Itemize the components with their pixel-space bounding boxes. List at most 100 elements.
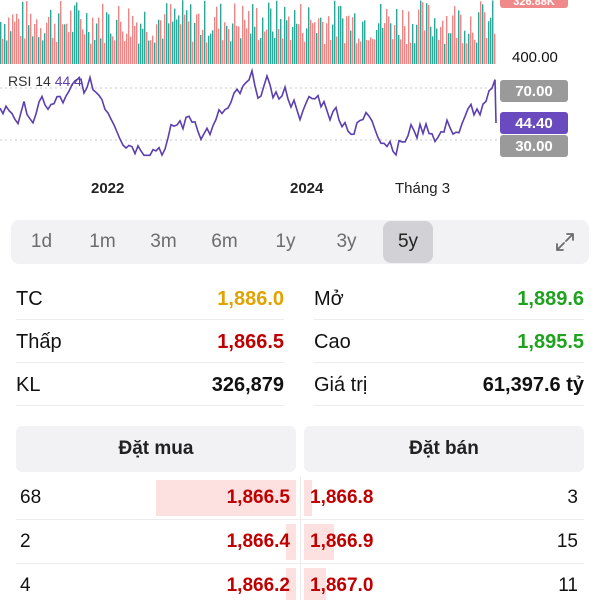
volume-bar bbox=[474, 39, 476, 64]
volume-bar bbox=[448, 33, 450, 64]
volume-bar bbox=[316, 33, 318, 64]
volume-bar bbox=[392, 39, 394, 64]
volume-bar bbox=[186, 10, 188, 64]
volume-bar bbox=[364, 20, 366, 64]
volume-bar bbox=[416, 24, 418, 64]
volume-bar bbox=[192, 41, 194, 64]
volume-bar bbox=[88, 31, 90, 64]
order-row[interactable]: 4 1,866.2 1,867.0 11 bbox=[0, 564, 600, 600]
volume-bars bbox=[0, 0, 496, 65]
volume-bar bbox=[248, 11, 250, 65]
volume-bar bbox=[408, 11, 410, 64]
volume-bar bbox=[296, 23, 298, 64]
volume-bar bbox=[252, 4, 254, 64]
x-label-2022: 2022 bbox=[91, 180, 125, 197]
volume-bar bbox=[440, 26, 442, 64]
volume-bar bbox=[312, 23, 314, 64]
stat-tc: TC 1,886.0 bbox=[16, 280, 284, 320]
volume-bar bbox=[28, 25, 30, 64]
volume-bar bbox=[246, 28, 248, 64]
volume-bar bbox=[344, 43, 346, 64]
bid-depth-bar bbox=[286, 524, 296, 560]
volume-bar bbox=[126, 33, 128, 64]
range-1d[interactable]: 1d bbox=[30, 231, 53, 252]
volume-bar bbox=[264, 31, 266, 65]
volume-bar bbox=[294, 10, 296, 64]
ask-quantity: 15 bbox=[556, 531, 578, 552]
volume-bar bbox=[226, 25, 228, 64]
volume-bar bbox=[304, 41, 306, 64]
volume-bar bbox=[198, 13, 200, 64]
stat-kl-label: KL bbox=[16, 374, 41, 396]
volume-bar bbox=[278, 28, 280, 64]
volume-bar bbox=[258, 40, 260, 64]
sell-orders-header: Đặt bán bbox=[304, 426, 584, 472]
volume-bar bbox=[374, 39, 376, 64]
range-3y[interactable]: 3y bbox=[336, 231, 357, 252]
volume-bar bbox=[220, 3, 222, 64]
volume-bar bbox=[92, 17, 94, 64]
volume-bar bbox=[442, 20, 444, 64]
volume-bar bbox=[452, 15, 454, 64]
stat-value-value: 61,397.6 tỷ bbox=[482, 374, 584, 396]
volume-bar bbox=[464, 30, 466, 64]
volume-bar bbox=[36, 19, 38, 65]
volume-bar bbox=[338, 6, 340, 64]
volume-bar bbox=[262, 17, 264, 65]
rsi-label: RSI 14 44.4 bbox=[8, 73, 82, 89]
volume-bar bbox=[470, 16, 472, 64]
volume-bar bbox=[332, 24, 334, 64]
bid-depth-bar bbox=[286, 568, 296, 600]
volume-bar bbox=[112, 36, 114, 64]
volume-bar bbox=[132, 15, 134, 64]
volume-bar bbox=[482, 4, 484, 64]
range-3m[interactable]: 3m bbox=[150, 231, 177, 252]
volume-bar bbox=[150, 40, 152, 64]
volume-bar bbox=[238, 26, 240, 65]
expand-arrows-icon[interactable] bbox=[553, 230, 577, 254]
volume-bar bbox=[228, 29, 230, 64]
volume-bar bbox=[148, 40, 150, 64]
volume-bar bbox=[476, 42, 478, 64]
volume-bar bbox=[324, 43, 326, 64]
volume-bar bbox=[86, 13, 88, 65]
volume-bar bbox=[434, 18, 436, 65]
volume-bar bbox=[444, 43, 446, 64]
volume-bar bbox=[52, 37, 54, 64]
volume-bar bbox=[76, 2, 78, 64]
volume-bar bbox=[490, 17, 492, 64]
volume-bar bbox=[210, 33, 212, 64]
volume-bar bbox=[206, 42, 208, 64]
volume-bar bbox=[184, 14, 186, 65]
volume-bar bbox=[120, 21, 122, 64]
volume-bar bbox=[168, 23, 170, 65]
order-row[interactable]: 2 1,866.4 1,866.9 15 bbox=[0, 520, 600, 564]
stat-high-label: Cao bbox=[314, 331, 351, 353]
volume-bar bbox=[136, 22, 138, 64]
price-chart[interactable]: RSI 14 44.4 326.88K 400.00 70.00 44.40 3… bbox=[0, 0, 600, 210]
volume-bar bbox=[386, 8, 388, 64]
stat-low-label: Thấp bbox=[16, 331, 62, 353]
range-1y[interactable]: 1y bbox=[275, 231, 296, 252]
volume-bar bbox=[432, 36, 434, 64]
volume-bar bbox=[388, 16, 390, 64]
stat-open-label: Mở bbox=[314, 288, 344, 310]
volume-bar bbox=[418, 9, 420, 65]
bid-depth-bar bbox=[156, 480, 296, 516]
volume-bar bbox=[96, 23, 98, 64]
volume-bar bbox=[412, 24, 414, 64]
volume-bar bbox=[146, 31, 148, 64]
range-1m[interactable]: 1m bbox=[89, 231, 116, 252]
volume-bar bbox=[336, 36, 338, 64]
volume-bar bbox=[124, 41, 126, 64]
volume-bar bbox=[174, 8, 176, 64]
rsi-70-tag: 70.00 bbox=[500, 80, 568, 102]
rsi-value: 44.4 bbox=[54, 73, 82, 89]
range-6m[interactable]: 6m bbox=[211, 231, 238, 252]
range-5y[interactable]: 5y bbox=[383, 221, 433, 263]
volume-bar bbox=[314, 22, 316, 65]
volume-bar bbox=[32, 36, 34, 64]
stat-high: Cao 1,895.5 bbox=[314, 323, 584, 363]
bid-price: 1,866.5 bbox=[226, 487, 290, 508]
ask-price: 1,866.9 bbox=[310, 531, 374, 552]
